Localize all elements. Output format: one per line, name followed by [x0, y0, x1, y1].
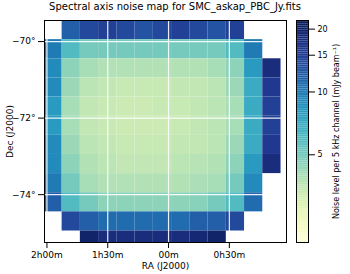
- svg-text:10: 10: [318, 88, 328, 97]
- svg-text:2h00m: 2h00m: [31, 250, 63, 260]
- svg-text:15: 15: [318, 51, 328, 60]
- svg-text:00m: 00m: [158, 250, 178, 260]
- svg-text:−74°: −74°: [12, 190, 36, 200]
- svg-text:Noise level per 5 kHz channel: Noise level per 5 kHz channel (mJy beam⁻…: [332, 44, 341, 219]
- svg-text:−70°: −70°: [12, 36, 36, 46]
- svg-text:Dec (J2000): Dec (J2000): [5, 105, 15, 158]
- svg-text:−72°: −72°: [12, 113, 36, 123]
- svg-text:0h30m: 0h30m: [214, 250, 246, 260]
- svg-text:RA (J2000): RA (J2000): [142, 261, 190, 271]
- svg-text:1h30m: 1h30m: [92, 250, 124, 260]
- svg-text:5: 5: [318, 150, 323, 159]
- svg-text:20: 20: [318, 25, 328, 34]
- html-text:Spectral axis noise map for SM: Spectral axis noise map for SMC_askap_PB…: [49, 1, 301, 12]
